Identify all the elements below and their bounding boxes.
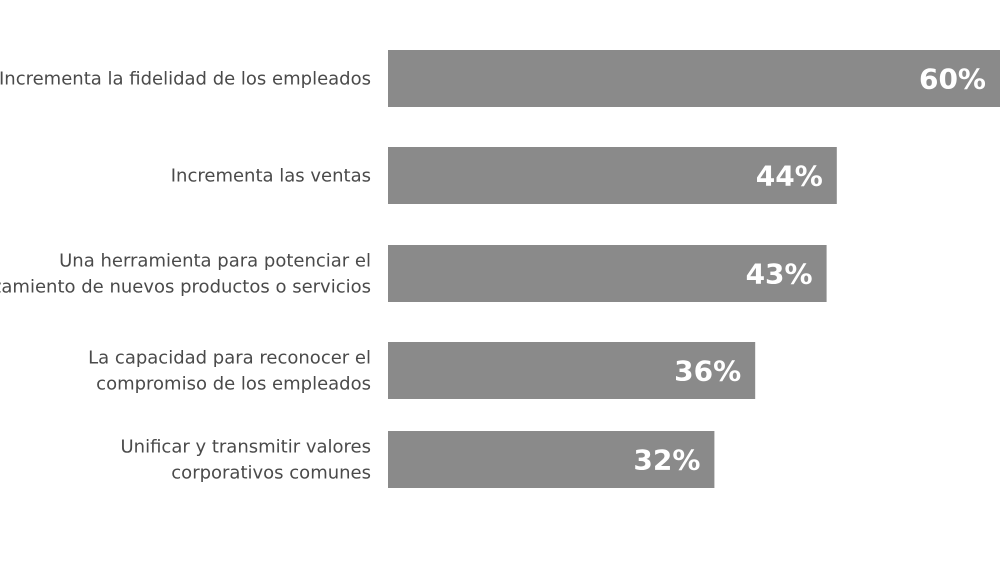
category-label-2: Incrementa las ventas [171, 166, 371, 187]
bar-value-label-4: 36% [674, 355, 741, 388]
bar-value-label-5: 32% [633, 444, 700, 477]
bar-2 [388, 147, 837, 204]
category-label-4: La capacidad para reconocer el compromiso… [88, 348, 371, 395]
bar-5 [388, 431, 715, 488]
bar-value-label-3: 43% [746, 258, 813, 291]
category-label-5: Unificar y transmitir valores corporativo… [121, 437, 372, 484]
bar-value-label-1: 60% [919, 63, 986, 96]
category-label-3: Una herramienta para potenciar el lanzami… [0, 251, 371, 298]
bar-4 [388, 342, 756, 399]
bar-3 [388, 245, 827, 302]
category-label-1: Incrementa la fidelidad de los empleados [0, 69, 371, 90]
bar-value-label-2: 44% [756, 160, 823, 193]
bar-1 [388, 50, 1000, 107]
